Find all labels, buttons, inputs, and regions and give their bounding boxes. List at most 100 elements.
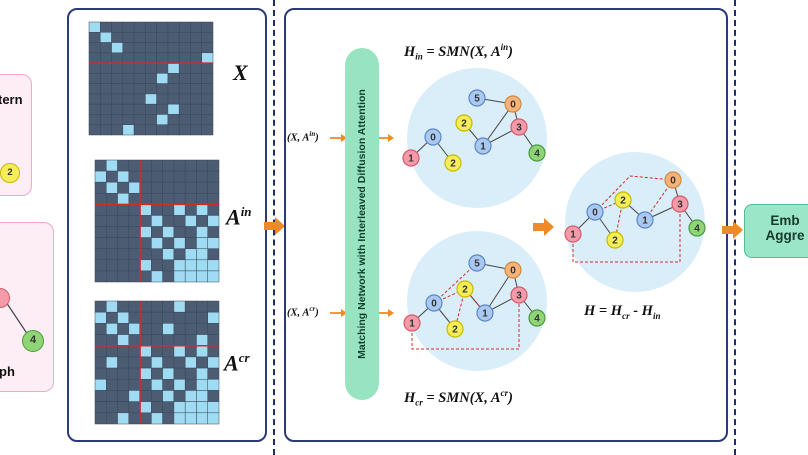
- matrix-cell: [173, 412, 186, 425]
- matrix-cell: [106, 356, 118, 369]
- matrix-cell: [145, 21, 157, 33]
- matrix-cell: [178, 62, 191, 74]
- matrix-cell: [190, 124, 202, 136]
- matrix-cell: [184, 412, 197, 425]
- matrix-cell: [128, 367, 141, 380]
- matrix-cell: [151, 248, 163, 261]
- matrix-cell: [173, 311, 186, 324]
- matrix-cell: [117, 379, 130, 391]
- graph-node-label: 4: [534, 314, 540, 325]
- matrix-cell: [100, 32, 112, 43]
- matrix-cell: [173, 390, 186, 402]
- matrix-cell: [207, 248, 220, 261]
- matrix-cell: [117, 323, 130, 335]
- matrix-cell: [94, 390, 107, 402]
- graph-node-label: 5: [474, 94, 480, 105]
- matrix-cell: [100, 114, 112, 125]
- graph-node-label: 1: [570, 230, 576, 241]
- graph-node-label: 3: [516, 291, 522, 302]
- matrix-cell: [173, 323, 186, 335]
- matrix-cell: [167, 21, 180, 33]
- matrix-cell: [162, 311, 175, 324]
- matrix-cell: [122, 124, 135, 136]
- matrix-cell: [88, 21, 101, 33]
- smn-label: Matching Network with Interleaved Diffus…: [356, 89, 368, 359]
- matrix-cell: [201, 83, 214, 95]
- matrix-cell: [106, 159, 118, 172]
- matrix-cell: [173, 159, 186, 172]
- matrix-cell: [94, 300, 107, 313]
- matrix-cell: [106, 270, 118, 283]
- matrix-cell: [139, 356, 152, 369]
- eq-bot-mid: = SMN(X, A: [422, 389, 501, 406]
- matrix-cell: [117, 401, 130, 414]
- matrix-cell: [111, 93, 124, 105]
- matrix-cell: [94, 379, 107, 391]
- matrix-cell: [184, 401, 197, 414]
- matrix-cell: [106, 215, 118, 227]
- matrix-cell: [190, 93, 202, 105]
- matrix-a-in-label: Ain: [226, 204, 252, 230]
- matrix-cell: [173, 270, 186, 283]
- matrix-cell: [145, 83, 157, 95]
- matrix-a-cr: [94, 300, 220, 425]
- matrix-cell: [162, 356, 175, 369]
- matrix-cell: [122, 83, 135, 95]
- graph-node: [468, 89, 486, 107]
- matrix-cell: [117, 170, 130, 183]
- graph-node-label: 1: [408, 154, 414, 165]
- graph-background: [565, 152, 705, 292]
- matrix-cell: [117, 356, 130, 369]
- matrix-cell: [139, 401, 152, 414]
- matrix-cell: [139, 311, 152, 324]
- matrix-cell: [190, 114, 202, 125]
- matrix-cell: [196, 367, 208, 380]
- matrix-cell: [94, 193, 107, 205]
- input-bottom-sup: cr: [309, 305, 316, 313]
- matrix-cell: [139, 215, 152, 227]
- graph-h-in: 5 0 2 3 0 1 1 2 4: [402, 68, 547, 208]
- matrix-cell: [133, 21, 146, 33]
- matrix-cell: [167, 103, 180, 115]
- matrix-cell: [128, 237, 141, 249]
- matrix-cell: [100, 62, 112, 74]
- matrix-cell: [207, 215, 220, 227]
- matrix-cell: [173, 204, 186, 216]
- matrix-cell: [106, 379, 118, 391]
- matrix-cell: [207, 193, 220, 205]
- matrix-cell: [111, 21, 124, 33]
- matrix-cell: [167, 114, 180, 125]
- matrix-cell: [100, 42, 112, 54]
- matrix-cell: [128, 390, 141, 402]
- matrix-cell: [156, 73, 169, 84]
- graph-node-label: 1: [409, 319, 415, 330]
- matrix-cell: [162, 159, 175, 172]
- matrix-cell: [207, 401, 220, 414]
- graph-node: [444, 154, 462, 172]
- graph-node: [424, 128, 442, 146]
- matrix-cell: [196, 379, 208, 391]
- matrix-cell: [190, 103, 202, 115]
- matrix-cell: [201, 21, 214, 33]
- matrix-cell: [117, 181, 130, 194]
- matrix-cell: [128, 401, 141, 414]
- eq-bot-sub: cr: [415, 397, 423, 408]
- graph-node-label: 4: [534, 149, 540, 160]
- matrix-cell: [162, 170, 175, 183]
- matrix-cell: [201, 93, 214, 105]
- merge-arrow-icon: [533, 218, 554, 236]
- output-arrow-icon: [722, 221, 743, 239]
- matrix-cell: [133, 103, 146, 115]
- matrix-cell: [156, 62, 169, 74]
- matrix-cell: [184, 170, 197, 183]
- matrix-cell: [167, 83, 180, 95]
- matrix-x-label: X: [233, 60, 248, 85]
- emb-line-2: Aggre: [765, 228, 805, 243]
- matrix-cell: [139, 193, 152, 205]
- graph-node-label: 2: [461, 119, 467, 130]
- matrix-cell: [139, 367, 152, 380]
- matrix-cell: [106, 345, 118, 358]
- smn-out-arrows: [379, 134, 394, 317]
- matrix-cell: [117, 412, 130, 425]
- matrix-cell: [128, 412, 141, 425]
